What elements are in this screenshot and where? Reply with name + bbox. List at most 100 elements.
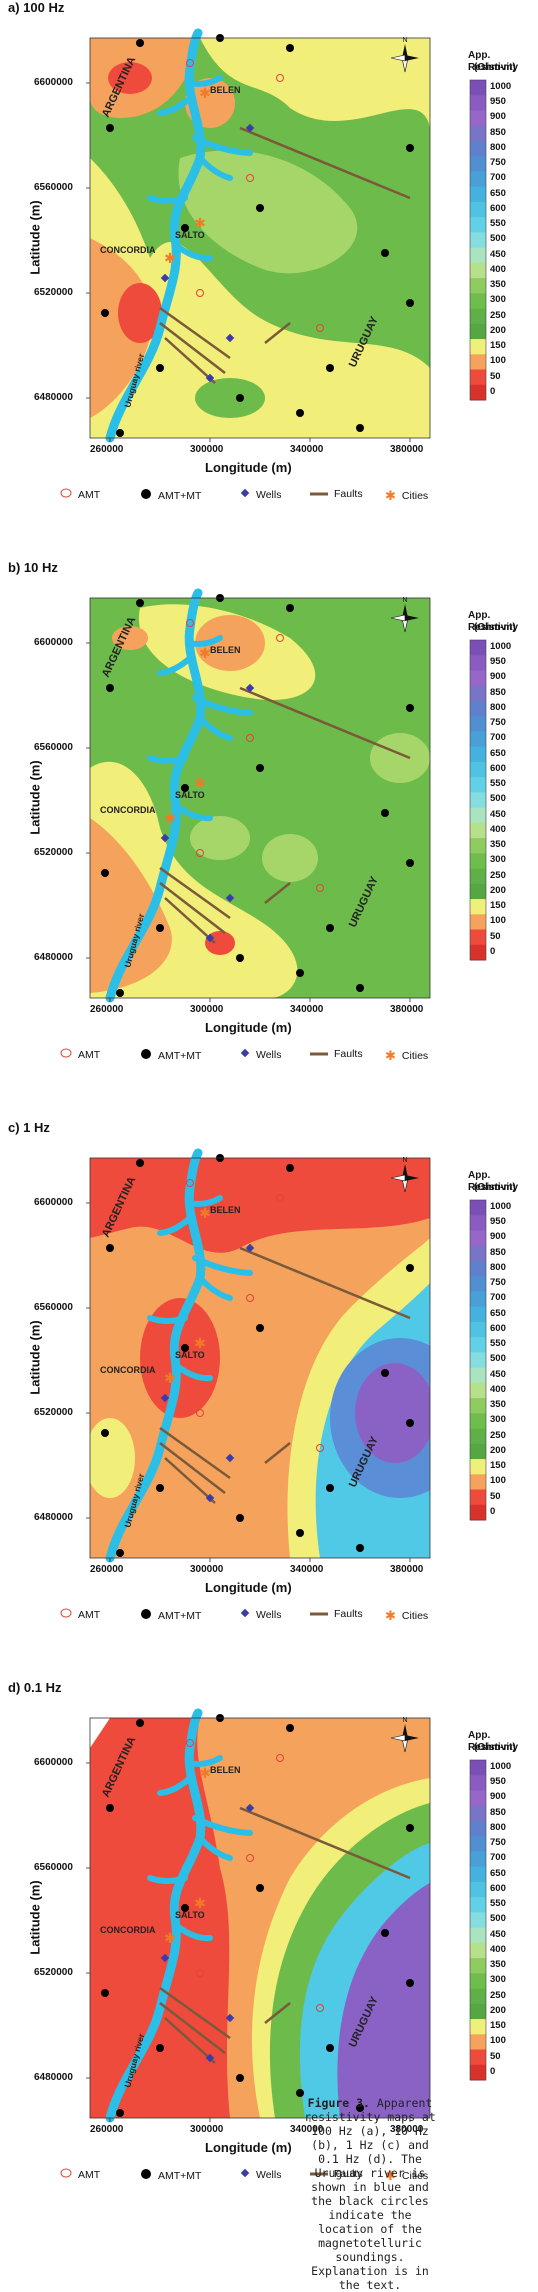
place-label-salto: SALTO: [175, 1910, 205, 1920]
scale-value-label: 150: [490, 2020, 506, 2032]
scale-swatch: [470, 232, 486, 249]
scale-swatch: [470, 685, 486, 702]
y-tick-label: 6560000: [34, 742, 73, 753]
scale-value-label: 750: [490, 1277, 506, 1289]
scale-value-label: 600: [490, 762, 506, 774]
scale-swatch: [470, 1428, 486, 1445]
scale-swatch: [470, 1321, 486, 1338]
place-label-salto: SALTO: [175, 1350, 205, 1360]
legend-label: Cities: [401, 1610, 429, 1622]
figure-caption: Figure 3. Apparent resistivity maps at 1…: [300, 2096, 440, 2292]
scale-swatch: [470, 1337, 486, 1353]
legend-label: AMT+MT: [158, 1609, 202, 1622]
svg-text:✱: ✱: [194, 215, 206, 231]
scale-swatch: [470, 186, 486, 203]
x-tick-label: 300000: [190, 1004, 224, 1015]
y-tick-label: 6520000: [34, 1967, 73, 1978]
scale-swatch: [470, 655, 486, 671]
scale-unit: (Ohm-m): [474, 1742, 516, 1753]
panel-d: d) 0.1 Hz ✱ ✱ ✱ ARGENTINA URUGUAY BELEN CONCORD…: [0, 1680, 538, 2240]
scale-value-label: 250: [490, 869, 506, 881]
scale-value-label: 1000: [490, 1201, 512, 1212]
svg-text:✱: ✱: [194, 775, 206, 791]
scale-swatch: [470, 2003, 486, 2020]
scale-value-label: 550: [490, 778, 506, 790]
uruguay-river: [105, 588, 206, 1003]
scale-swatch: [470, 1775, 486, 1791]
scale-value-label: 650: [490, 1307, 506, 1319]
legend-label: AMT: [78, 1048, 101, 1061]
legend-cities: ✱ Cities: [385, 488, 428, 504]
resistivity-map-c: ✱✱✱ARGENTINAURUGUAYBELENCONCORDIASALTOUr…: [86, 1148, 487, 1563]
scale-swatch: [470, 95, 486, 111]
scale-swatch: [470, 1820, 486, 1837]
scale-value-label: 450: [490, 248, 506, 260]
place-label-concordia: CONCORDIA: [100, 805, 156, 815]
scale-swatch: [470, 1958, 486, 1974]
scale-swatch: [470, 1881, 486, 1898]
scale-swatch: [470, 2019, 486, 2035]
scale-value-label: 500: [490, 233, 506, 245]
uruguay-river: [105, 28, 206, 443]
scale-title: App. Resistivity: [468, 1730, 519, 1753]
legend-amt: AMT: [60, 488, 100, 501]
y-tick-label: 6480000: [34, 2072, 73, 2083]
scale-value-label: 350: [490, 839, 506, 851]
legend-faults: Faults: [310, 1608, 363, 1620]
scale-swatch: [470, 1988, 486, 2005]
legend-label: Wells: [256, 488, 282, 501]
scale-value-label: 900: [490, 1231, 506, 1243]
scale-value-label: 700: [490, 1292, 506, 1304]
scale-swatch: [470, 217, 486, 233]
legend-faults: Faults: [310, 488, 363, 500]
legend-cities-icon: ✱: [385, 1048, 396, 1063]
scale-swatch: [470, 1474, 486, 1491]
y-axis-label: Latitude (m): [27, 760, 43, 835]
legend-wells-icon: [240, 2168, 250, 2181]
svg-text:✱: ✱: [164, 1930, 176, 1946]
scale-swatch: [470, 1459, 486, 1475]
scale-value-label: 650: [490, 187, 506, 199]
scale-value-label: 850: [490, 686, 506, 698]
x-axis-label: Longitude (m): [205, 460, 292, 475]
y-tick-label: 6560000: [34, 1302, 73, 1313]
legend-label: Cities: [401, 1050, 429, 1062]
resistivity-map-b: ✱✱✱ARGENTINAURUGUAYBELENCONCORDIASALTOUr…: [86, 588, 487, 1003]
legend-amt: AMT: [60, 1048, 100, 1061]
scale-swatch: [470, 156, 486, 172]
scale-value-label: 50: [490, 930, 501, 942]
scale-value-label: 50: [490, 2050, 501, 2062]
legend-label: AMT: [78, 2168, 101, 2181]
scale-swatch: [470, 1306, 486, 1323]
legend-wells-icon: [240, 1608, 250, 1621]
legend-cities-icon: ✱: [385, 2168, 396, 2183]
x-axis-label: Longitude (m): [205, 2140, 292, 2155]
scale-value-label: 950: [490, 1776, 506, 1788]
y-tick-label: 6520000: [34, 1407, 73, 1418]
legend-faults: Faults: [310, 2168, 363, 2180]
scale-value-label: 450: [490, 808, 506, 820]
caption-text: Apparent resistivity maps at 100 Hz (a),…: [304, 2096, 436, 2292]
legend-amt_mt: AMT+MT: [140, 1048, 201, 1063]
svg-text:N: N: [402, 1717, 407, 1724]
scale-value-label: 600: [490, 1882, 506, 1894]
x-tick-label: 380000: [390, 1564, 424, 1575]
scale-swatch: [470, 2064, 486, 2081]
panel-b: b) 10 Hz ✱ ✱ ✱ ARGENTINA URUGUAY BELEN CONCORDI…: [0, 560, 538, 1120]
x-tick-label: 380000: [390, 2124, 424, 2135]
legend-faults: Faults: [310, 1048, 363, 1060]
legend-cities-icon: ✱: [385, 488, 396, 503]
svg-text:N: N: [402, 37, 407, 44]
legend-label: Faults: [334, 2168, 363, 2180]
svg-text:✱: ✱: [164, 810, 176, 826]
panel-a: a) 100 Hz ✱ ✱ ✱ ARGENTINA URUGUAY BELEN CONCORD…: [0, 0, 538, 560]
scale-value-label: 750: [490, 717, 506, 729]
scale-swatch: [470, 1489, 486, 1506]
scale-swatch: [470, 125, 486, 142]
scale-swatch: [470, 2034, 486, 2051]
y-tick-label: 6560000: [34, 182, 73, 193]
resistivity-fill: [90, 38, 430, 418]
scale-swatch: [470, 944, 486, 961]
scale-value-label: 550: [490, 218, 506, 230]
scale-swatch: [470, 746, 486, 763]
